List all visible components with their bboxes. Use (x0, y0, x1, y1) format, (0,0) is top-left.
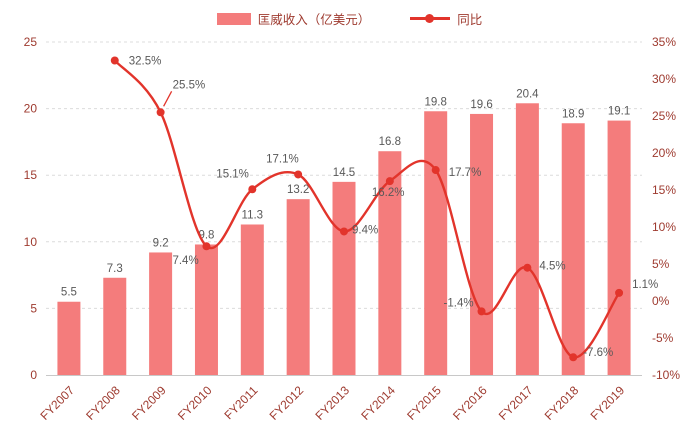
x-axis-label-FY2017: FY2017 (496, 383, 536, 423)
right-axis-tick-label: 15% (652, 183, 676, 197)
bar-FY2008 (103, 277, 127, 375)
bar-FY2012 (286, 199, 310, 375)
bar-FY2013 (332, 181, 356, 375)
bar-FY2017 (515, 103, 539, 375)
right-axis-tick-label: 0% (652, 294, 670, 308)
yoy-line (113, 59, 621, 359)
bar-value-label: 13.2 (287, 184, 309, 196)
x-axis-label-FY2011: FY2011 (221, 383, 260, 422)
yoy-value-label: 7.4% (172, 255, 198, 267)
yoy-marker-FY2016 (477, 307, 486, 316)
yoy-value-label: 32.5% (129, 56, 162, 68)
yoy-value-label: 4.5% (539, 261, 565, 273)
yoy-value-label: 17.1% (266, 153, 299, 165)
yoy-value-label: -7.6% (583, 347, 613, 359)
bar-value-label: 19.1 (608, 106, 630, 118)
right-axis-tick-label: -5% (652, 331, 674, 345)
legend-line-dot (425, 14, 435, 23)
x-axis-label-FY2009: FY2009 (129, 383, 169, 423)
x-axis-label-FY2015: FY2015 (404, 383, 444, 423)
yoy-value-label: 1.1% (632, 279, 658, 291)
yoy-value-label: -1.4% (444, 297, 474, 309)
x-axis-label-FY2010: FY2010 (175, 383, 215, 423)
bar-value-label: 11.3 (242, 209, 264, 221)
right-axis-tick-label: 5% (652, 257, 670, 271)
left-axis-tick-label: 20 (24, 102, 38, 116)
bar-FY2007 (57, 301, 81, 375)
legend-bar-label: 匡威收入（亿美元） (257, 13, 371, 27)
yoy-value-label: 25.5% (173, 79, 206, 91)
right-axis-tick-label: 35% (652, 35, 676, 49)
chart-legend: 匡威收入（亿美元） 同比 (0, 9, 699, 28)
x-axis-label-FY2019: FY2019 (588, 383, 628, 423)
x-axis-label-FY2018: FY2018 (542, 383, 582, 423)
yoy-marker-FY2012 (294, 170, 303, 179)
left-axis-tick-label: 10 (24, 235, 38, 249)
bar-value-label: 14.5 (333, 167, 355, 179)
left-axis-tick-label: 0 (30, 368, 37, 382)
yoy-marker-FY2018 (569, 353, 578, 362)
yoy-marker-FY2014 (385, 177, 394, 186)
bar-FY2019 (607, 120, 631, 375)
bar-FY2011 (240, 224, 264, 375)
x-axis-label-FY2016: FY2016 (450, 383, 490, 423)
bar-value-label: 19.8 (424, 96, 446, 108)
bar-FY2010 (194, 244, 218, 375)
bar-value-label: 20.4 (516, 88, 539, 100)
yoy-marker-FY2015 (431, 166, 440, 175)
right-axis-tick-label: 10% (652, 220, 676, 234)
bar-FY2009 (149, 252, 173, 375)
right-axis-tick-label: 20% (652, 146, 676, 160)
legend-line-label: 同比 (457, 13, 483, 27)
yoy-marker-FY2011 (248, 185, 257, 194)
x-axis-label-FY2013: FY2013 (313, 383, 353, 423)
yoy-marker-FY2019 (615, 288, 624, 297)
yoy-value-label: 17.7% (449, 167, 482, 179)
bar-FY2014 (378, 151, 402, 375)
legend-bar-swatch (216, 12, 251, 25)
yoy-value-label: 16.2% (372, 187, 405, 199)
yoy-marker-FY2009 (156, 108, 165, 117)
legend-item-revenue: 匡威收入（亿美元） (216, 9, 371, 28)
x-axis-label-FY2008: FY2008 (83, 383, 123, 423)
right-axis-tick-label: 30% (652, 72, 676, 86)
bar-FY2016 (470, 113, 494, 375)
bar-value-label: 9.2 (153, 237, 169, 249)
yoy-marker-FY2013 (340, 227, 348, 236)
right-axis-tick-label: 25% (652, 109, 676, 123)
legend-line-swatch (410, 14, 451, 23)
right-axis-tick-label: -10% (652, 368, 680, 382)
yoy-marker-FY2008 (110, 56, 119, 65)
left-axis-tick-label: 25 (24, 35, 38, 49)
bar-value-label: 19.6 (470, 99, 492, 111)
yoy-marker-FY2010 (202, 242, 211, 251)
bar-value-label: 5.5 (61, 287, 77, 299)
bar-value-label: 9.8 (198, 229, 214, 241)
x-axis-label-FY2012: FY2012 (267, 383, 307, 423)
legend-item-yoy: 同比 (410, 9, 482, 28)
x-axis-label-FY2014: FY2014 (358, 383, 398, 423)
yoy-marker-FY2017 (523, 263, 532, 272)
yoy-value-label: 15.1% (216, 168, 249, 180)
bar-FY2018 (561, 123, 585, 375)
bar-FY2015 (424, 111, 448, 375)
bar-value-label: 18.9 (562, 108, 584, 120)
left-axis-tick-label: 15 (24, 168, 38, 182)
yoy-value-label: 9.4% (352, 224, 378, 236)
left-axis-tick-label: 5 (30, 301, 37, 315)
x-axis-label-FY2007: FY2007 (37, 383, 77, 423)
bar-value-label: 16.8 (379, 136, 401, 148)
yoy-label-leader (163, 90, 173, 107)
bar-value-label: 7.3 (107, 263, 123, 275)
